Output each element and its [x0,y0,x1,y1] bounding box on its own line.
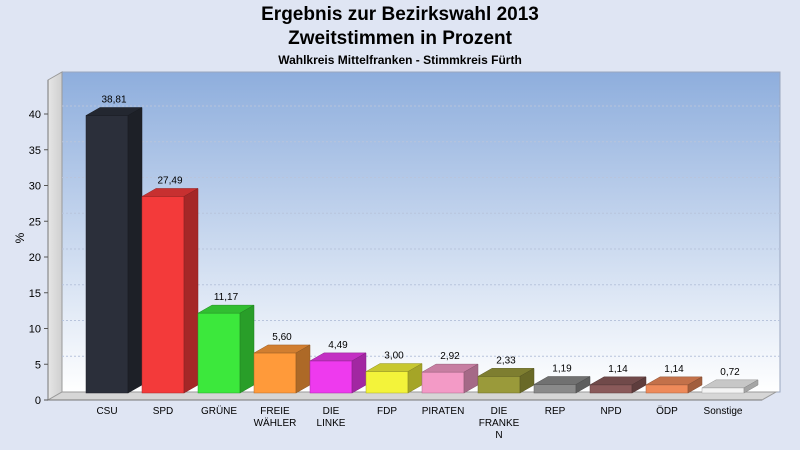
bar-front [645,384,689,394]
bar-side [239,304,255,394]
bar-front [701,387,745,394]
data-label: 0,72 [720,367,740,378]
bar [533,376,591,394]
y-axis: 0 5 10 15 20 25 30 35 40 [29,109,48,407]
bar [197,304,255,394]
x-tick-label: SPD [153,406,174,417]
x-tick-label: REP [545,406,566,417]
data-label: 5,60 [272,332,292,343]
x-tick-label: DIE FRANKE N [479,406,520,441]
x-tick-label-line: FREIE [260,406,290,417]
data-label: 11,17 [214,292,239,303]
x-tick-label: ÖDP [656,405,678,417]
bar-side [183,188,199,394]
y-tick-label: 10 [29,324,41,336]
bar-side [743,379,759,394]
bar [645,376,703,394]
x-tick-label-line: CSU [96,406,117,417]
x-tick-label: FREIE WÄHLER [254,406,297,429]
bar-side [687,376,703,394]
x-tick-label-line: LINKE [317,418,346,429]
data-label: 2,33 [496,355,516,366]
bar-front [365,371,409,394]
bar [141,188,199,394]
data-label: 1,14 [664,364,684,375]
bar-front [533,384,577,394]
plot-side-wall [47,71,63,401]
bar-front [197,312,241,394]
x-tick-label-line: NPD [600,406,621,417]
bar-front [477,376,521,394]
x-tick-label-line: N [495,430,502,441]
x-tick-label-line: ÖDP [656,405,678,417]
bar [701,379,759,394]
bars [85,107,759,394]
bar [253,344,311,394]
bar [477,367,535,394]
x-tick-label-line: REP [545,406,566,417]
y-tick-label: 20 [29,252,41,264]
bar-front [85,115,129,394]
data-label: 1,14 [608,364,628,375]
x-tick-label-line: FRANKE [479,418,520,429]
x-tick-label-line: FDP [377,406,397,417]
chart-caption: Wahlkreis Mittelfranken - Stimmkreis Für… [278,53,522,67]
x-tick-label-line: DIE [491,406,508,417]
data-label: 38,81 [101,95,126,106]
x-tick-label-line: WÄHLER [254,417,297,429]
y-tick-label: 5 [35,359,41,371]
bar-front [141,196,185,394]
chart-title: Ergebnis zur Bezirkswahl 2013 [261,4,539,25]
bar [421,363,479,394]
data-label: 27,49 [157,175,182,186]
x-tick-label-line: Sonstige [704,406,743,417]
data-label: 1,19 [552,363,572,374]
x-tick-label: DIE LINKE [317,406,346,429]
x-tick-label-line: GRÜNE [201,405,237,417]
x-tick-label: NPD [600,406,621,417]
chart-subtitle: Zweitstimmen in Prozent [288,28,512,49]
bar [309,352,367,394]
y-tick-label: 30 [29,181,41,193]
data-label: 4,49 [328,340,348,351]
bar-side [295,344,311,394]
x-tick-label-line: PIRATEN [422,406,465,417]
x-tick-label: CSU [96,406,117,417]
y-tick-label: 15 [29,288,41,300]
y-tick-label: 35 [29,145,41,157]
data-label: 3,00 [384,351,404,362]
x-tick-label: Sonstige [704,406,743,417]
x-tick-label: PIRATEN [422,406,465,417]
y-tick-label: 25 [29,216,41,228]
x-tick-label: FDP [377,406,397,417]
bar-side [127,107,143,394]
bar-front [253,352,297,394]
data-label: 2,92 [440,351,460,362]
bar [85,107,143,394]
bar-front [309,360,353,394]
x-axis: 38,81 CSU 27,49 SPD 11,17 GRÜNE 5,60 FREIE WÄHLE… [96,95,742,441]
y-axis-label: % [13,232,27,243]
y-tick-label: 40 [29,109,41,121]
x-tick-label: GRÜNE [201,405,237,417]
bar-front [421,371,465,394]
bar-front [589,384,633,394]
y-tick-label: 0 [35,395,41,407]
bar [365,363,423,394]
x-tick-label-line: SPD [153,406,174,417]
x-tick-label-line: DIE [323,406,340,417]
bar [589,376,647,394]
